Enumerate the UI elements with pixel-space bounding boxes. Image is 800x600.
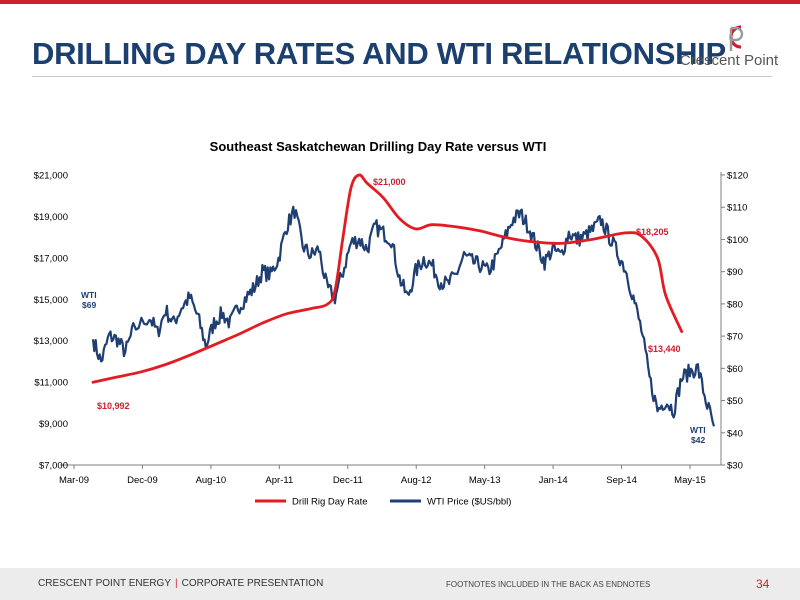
title-divider	[32, 76, 772, 77]
drilling-wti-chart: Southeast Saskatchewan Drilling Day Rate…	[34, 139, 748, 508]
x-tick-label: Jan-14	[539, 475, 568, 486]
right-y-tick-label: $50	[727, 396, 743, 407]
x-tick-label: Mar-09	[59, 475, 89, 486]
footer-company-name: CRESCENT POINT ENERGY	[38, 578, 171, 589]
crescent-logo-icon	[729, 25, 744, 51]
right-y-tick-label: $70	[727, 332, 743, 343]
x-tick-label: May-13	[469, 475, 501, 486]
top-accent-bar	[0, 0, 800, 4]
legend-label-drill-rig: Drill Rig Day Rate	[292, 497, 368, 508]
footer-separator: |	[175, 578, 178, 589]
left-y-tick-label: $15,000	[34, 295, 68, 306]
x-tick-label: Sep-14	[606, 475, 637, 486]
annotation-wti-end-label: WTI	[690, 425, 706, 435]
right-y-tick-label: $40	[727, 428, 743, 439]
legend-label-wti: WTI Price ($US/bbl)	[427, 497, 511, 508]
right-y-tick-label: $30	[727, 461, 743, 472]
right-y-tick-label: $80	[727, 299, 743, 310]
page-number: 34	[756, 577, 770, 591]
right-y-tick-label: $90	[727, 267, 743, 278]
annotation-wti-end-value: $42	[691, 435, 705, 445]
footer-footnote: FOOTNOTES INCLUDED IN THE BACK AS ENDNOT…	[446, 580, 651, 589]
footer-presentation: CORPORATE PRESENTATION	[181, 578, 324, 589]
drill-rig-rate-line	[91, 173, 684, 384]
left-y-tick-label: $21,000	[34, 171, 68, 182]
logo-text: Crescent Point	[679, 52, 779, 69]
left-y-tick-label: $17,000	[34, 253, 68, 264]
x-tick-label: Aug-12	[401, 475, 432, 486]
annotation-rig-start: $10,992	[97, 401, 130, 411]
x-tick-label: Dec-11	[333, 475, 363, 486]
x-tick-label: Aug-10	[196, 475, 227, 486]
right-y-tick-label: $110	[727, 203, 747, 214]
annotation-rig-peak: $21,000	[373, 177, 406, 187]
wti-price-line	[91, 205, 716, 427]
slide-title: DRILLING DAY RATES AND WTI RELATIONSHIP	[32, 36, 726, 71]
footer-bar: CRESCENT POINT ENERGY | CORPORATE PRESENTA…	[0, 568, 800, 600]
left-y-tick-label: $11,000	[34, 378, 68, 389]
x-tick-label: Dec-09	[127, 475, 158, 486]
right-y-tick-label: $100	[727, 235, 748, 246]
left-y-tick-label: $13,000	[34, 336, 68, 347]
x-tick-label: Apr-11	[265, 475, 293, 486]
right-y-tick-label: $60	[727, 364, 743, 375]
annotation-wti-start-value: $69	[82, 300, 96, 310]
right-y-tick-label: $120	[727, 171, 748, 182]
left-y-tick-label: $9,000	[39, 419, 68, 430]
annotation-rig-end: $13,440	[648, 344, 681, 354]
annotation-wti-start-label: WTI	[81, 290, 97, 300]
annotation-rig-sep14: $18,205	[636, 227, 669, 237]
left-y-tick-label: $19,000	[34, 212, 68, 223]
left-y-tick-label: $7,000	[39, 461, 68, 472]
company-logo: Crescent Point	[674, 22, 784, 80]
footer-company: CRESCENT POINT ENERGY | CORPORATE PRESENTA…	[38, 578, 323, 589]
x-tick-label: May-15	[674, 475, 706, 486]
chart-title: Southeast Saskatchewan Drilling Day Rate…	[210, 139, 547, 154]
